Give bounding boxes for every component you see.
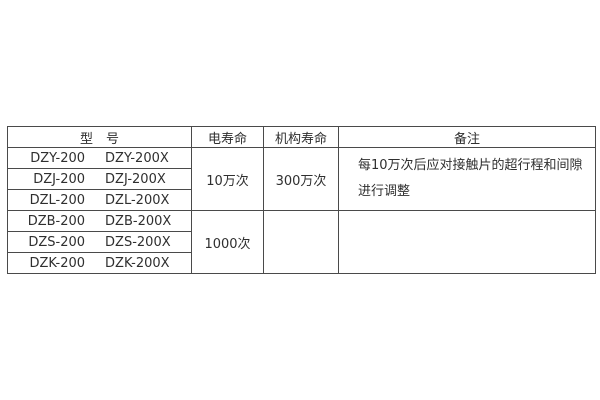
electrical-life-value-group1: 10万次 xyxy=(191,147,264,211)
model-name: DZS-200X xyxy=(105,234,171,250)
model-name: DZS-200 xyxy=(28,234,86,250)
remarks-cell-group1: 每10万次后应对接触片的超行程和间隙 进行调整 xyxy=(338,147,596,211)
model-name: DZY-200 xyxy=(30,150,86,166)
header-electrical-life: 电寿命 xyxy=(191,126,264,148)
header-model: 型 号 xyxy=(7,126,192,148)
model-name: DZK-200 xyxy=(29,255,86,271)
relay-life-spec-table: 型 号 电寿命 机构寿命 备注 DZY-200 DZY-200X 10万次 30… xyxy=(7,126,596,274)
model-cell-dzy: DZY-200 DZY-200X xyxy=(7,147,192,169)
table-row-dzy: DZY-200 DZY-200X 10万次 300万次 每10万次后应对接触片的… xyxy=(7,147,596,211)
model-cell-dzk: DZK-200 DZK-200X xyxy=(7,252,192,274)
model-name: DZL-200 xyxy=(29,192,86,208)
remark-line-2: 进行调整 xyxy=(358,184,411,199)
header-remarks: 备注 xyxy=(338,126,596,148)
mechanical-life-value-group2 xyxy=(263,210,339,274)
table-row-dzl: DZL-200 DZL-200X xyxy=(7,189,596,211)
header-row: 型 号 电寿命 机构寿命 备注 xyxy=(7,126,596,148)
model-cell-dzs: DZS-200 DZS-200X xyxy=(7,231,192,253)
model-cell-dzj: DZJ-200 DZJ-200X xyxy=(7,168,192,190)
model-name: DZB-200 xyxy=(27,213,86,229)
electrical-life-value-group2: 1000次 xyxy=(191,210,264,274)
header-mechanical-life: 机构寿命 xyxy=(263,126,339,148)
mechanical-life-value-group1: 300万次 xyxy=(263,147,339,211)
table-row-dzj: DZJ-200 DZJ-200X xyxy=(7,168,596,190)
model-name: DZJ-200 xyxy=(33,171,86,187)
model-name: DZL-200X xyxy=(105,192,170,208)
remarks-cell-group2 xyxy=(338,210,596,274)
remark-line-1: 每10万次后应对接触片的超行程和间隙 xyxy=(358,158,583,173)
model-name: DZB-200X xyxy=(105,213,172,229)
table-row-dzb: DZB-200 DZB-200X 1000次 xyxy=(7,210,596,274)
model-cell-dzl: DZL-200 DZL-200X xyxy=(7,189,192,211)
model-name: DZY-200X xyxy=(105,150,169,166)
table-row-dzk: DZK-200 DZK-200X xyxy=(7,252,596,274)
model-name: DZJ-200X xyxy=(105,171,166,187)
model-name: DZK-200X xyxy=(105,255,170,271)
model-cell-dzb: DZB-200 DZB-200X xyxy=(7,210,192,232)
